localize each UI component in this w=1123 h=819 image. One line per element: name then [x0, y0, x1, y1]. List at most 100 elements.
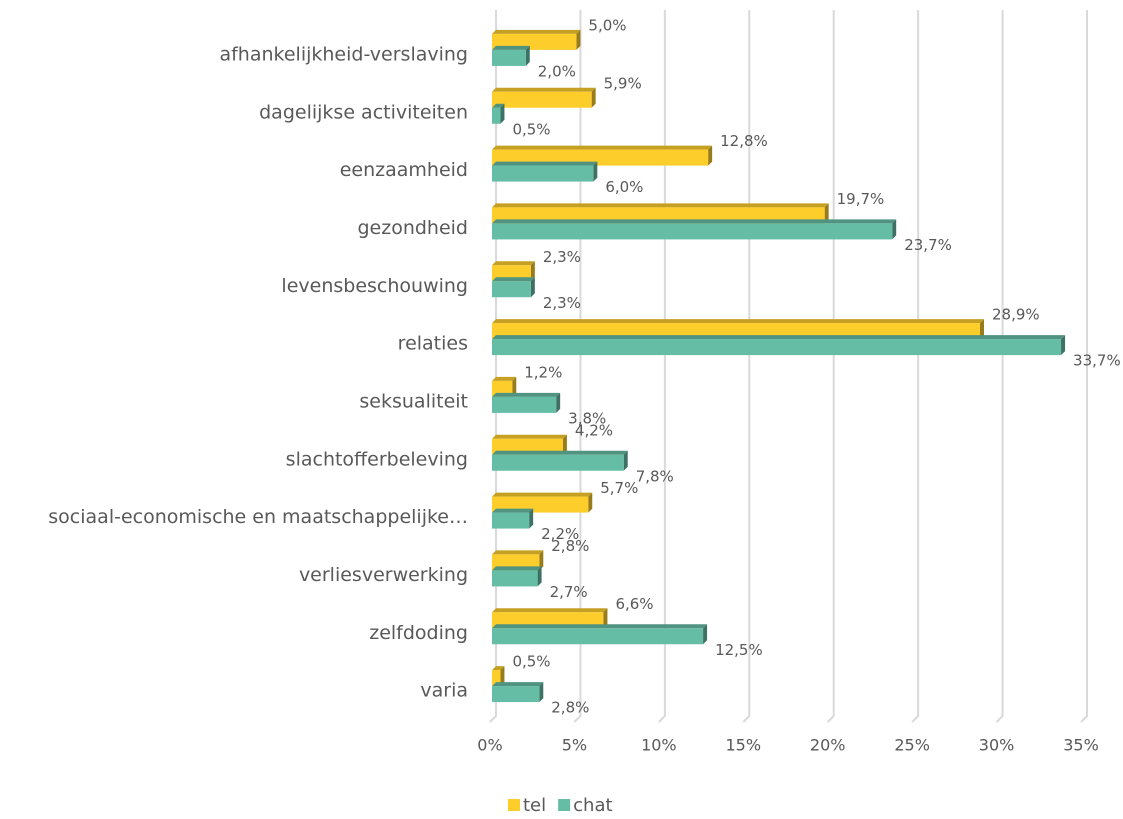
x-tick-label: 20%: [810, 736, 846, 755]
x-tick-label: 10%: [641, 736, 677, 755]
bar-top: [492, 45, 530, 50]
value-label: 5,0%: [588, 16, 626, 34]
bar-side: [500, 103, 505, 124]
category-label: seksualiteit: [359, 390, 468, 412]
bar: [492, 165, 594, 182]
value-label: 7,8%: [636, 467, 674, 485]
bar-side: [529, 508, 534, 529]
category-label: relaties: [398, 333, 468, 355]
bar-side: [703, 624, 708, 645]
value-label: 6,6%: [615, 595, 653, 613]
category-label: verliesverwerking: [299, 564, 468, 586]
category-label: gezondheid: [357, 217, 468, 239]
bar-side: [539, 550, 544, 571]
bar-side: [588, 492, 593, 513]
bar-top: [492, 277, 535, 282]
category-label: afhankelijkheid-verslaving: [219, 43, 468, 65]
bar-top: [492, 608, 608, 613]
bar-top: [492, 335, 1066, 340]
category-label: eenzaamheid: [340, 159, 468, 181]
bar-top: [492, 219, 897, 224]
bar: [492, 570, 538, 587]
x-tick-label: 5%: [562, 736, 587, 755]
legend-swatch: [558, 799, 571, 811]
bar-side: [603, 608, 608, 629]
bar-top: [492, 161, 598, 166]
bar-side: [591, 87, 596, 108]
bar: [492, 454, 624, 471]
value-label: 33,7%: [1073, 352, 1121, 370]
bar-top: [492, 508, 534, 513]
category-label: sociaal-economische en maatschappelijke…: [48, 506, 468, 528]
category-label: slachtofferbeleving: [286, 448, 468, 470]
legend-label: tel: [523, 795, 546, 816]
category-label: dagelijkse activiteiten: [259, 101, 468, 123]
value-label: 1,2%: [524, 363, 562, 381]
value-label: 2,8%: [551, 699, 589, 717]
value-label: 2,3%: [543, 294, 581, 312]
value-label: 4,2%: [575, 421, 613, 439]
bar-side: [576, 29, 581, 50]
bar-side: [537, 566, 542, 587]
category-label: zelfdoding: [369, 622, 468, 644]
value-label: 2,8%: [551, 537, 589, 555]
bar-side: [979, 319, 984, 340]
value-label: 5,9%: [604, 74, 642, 92]
bar-top: [492, 87, 596, 92]
value-label: 2,7%: [550, 583, 588, 601]
bar-top: [492, 29, 581, 34]
bar-top: [492, 376, 517, 381]
grid-line: [489, 10, 497, 723]
legend-swatch: [508, 799, 520, 811]
bar-side: [824, 203, 829, 224]
bar-top: [492, 624, 708, 629]
bar-top: [492, 319, 984, 324]
legend-label: chat: [573, 795, 612, 816]
bar-top: [492, 550, 544, 555]
bar: [492, 49, 526, 66]
bar: [492, 339, 1062, 356]
bar: [492, 670, 501, 687]
bar: [492, 628, 704, 645]
x-tick-label: 35%: [1063, 736, 1099, 755]
grid-line: [658, 10, 666, 723]
value-label: 2,0%: [538, 62, 576, 80]
bar-side: [539, 682, 544, 703]
grid-line: [827, 10, 835, 723]
bar-side: [623, 450, 628, 471]
bar-side: [562, 434, 567, 455]
grid-line: [911, 10, 920, 723]
value-label: 23,7%: [904, 236, 952, 254]
bar: [492, 686, 540, 703]
value-label: 6,0%: [605, 178, 643, 196]
bar-side: [530, 261, 535, 282]
bar-top: [492, 566, 542, 571]
value-label: 19,7%: [837, 190, 885, 208]
value-label: 5,7%: [600, 479, 638, 497]
bar: [492, 512, 530, 529]
bar-side: [556, 392, 561, 413]
value-label: 2,3%: [543, 248, 581, 266]
value-label: 12,8%: [720, 132, 768, 150]
bar-side: [512, 376, 517, 397]
bar: [492, 91, 592, 108]
grid-line: [1080, 10, 1088, 723]
grid-line: [995, 10, 1004, 723]
x-tick-label: 15%: [726, 736, 762, 755]
value-label: 2,2%: [541, 525, 579, 543]
bar-top: [492, 145, 713, 150]
bar: [492, 396, 557, 413]
bar-top: [492, 434, 567, 439]
bar: [492, 107, 501, 124]
bar-top: [492, 261, 535, 266]
x-tick-label: 0%: [477, 736, 502, 755]
bar-side: [525, 45, 530, 66]
bar-side: [500, 666, 505, 687]
bar-top: [492, 103, 505, 108]
bar-top: [492, 666, 505, 671]
bar-side: [593, 161, 598, 182]
bar: [492, 281, 531, 298]
category-label: varia: [420, 680, 468, 702]
x-tick-label: 30%: [979, 736, 1015, 755]
